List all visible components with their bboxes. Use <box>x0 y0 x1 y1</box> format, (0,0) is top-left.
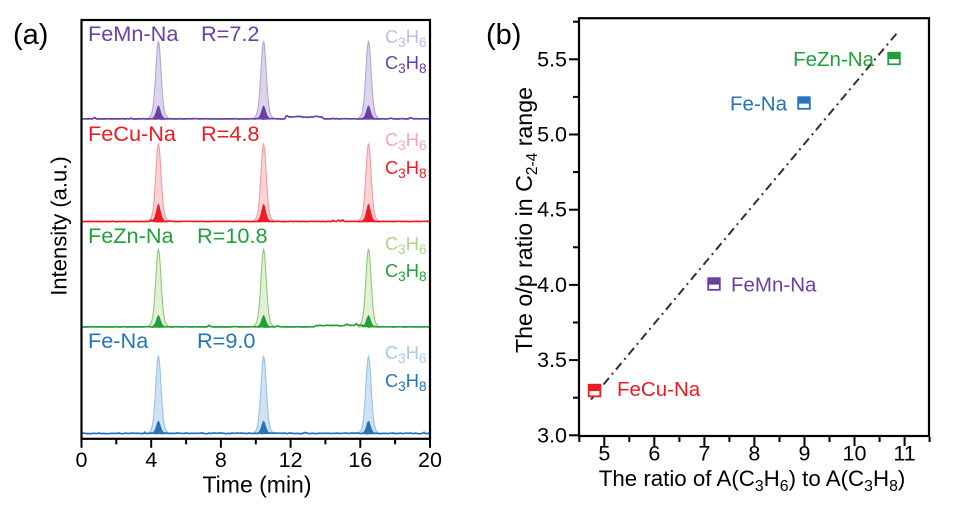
svg-text:0: 0 <box>76 448 88 472</box>
svg-text:5.0: 5.0 <box>537 123 567 147</box>
svg-text:20: 20 <box>418 448 442 472</box>
svg-text:16: 16 <box>348 448 372 472</box>
svg-text:C3H8: C3H8 <box>385 260 427 284</box>
svg-text:3.5: 3.5 <box>537 348 567 372</box>
svg-text:The ratio of A(C3H6) to A(C3H8: The ratio of A(C3H6) to A(C3H8) <box>599 466 906 495</box>
svg-text:11: 11 <box>893 442 915 466</box>
svg-text:R=10.8: R=10.8 <box>197 223 268 248</box>
svg-text:3.0: 3.0 <box>537 423 567 447</box>
svg-text:6: 6 <box>648 442 660 466</box>
svg-text:FeZn-Na: FeZn-Na <box>793 48 874 71</box>
svg-text:10: 10 <box>843 442 867 466</box>
svg-text:8: 8 <box>748 442 760 466</box>
svg-text:Intensity (a.u.): Intensity (a.u.) <box>47 156 72 295</box>
svg-text:4: 4 <box>145 448 157 472</box>
svg-text:FeCu-Na: FeCu-Na <box>88 121 177 146</box>
svg-text:FeCu-Na: FeCu-Na <box>617 378 701 401</box>
svg-text:The o/p ratio in C2-4 range: The o/p ratio in C2-4 range <box>511 87 541 353</box>
svg-text:5: 5 <box>598 442 610 466</box>
svg-text:R=4.8: R=4.8 <box>201 121 259 146</box>
svg-text:5.5: 5.5 <box>537 47 567 71</box>
svg-text:Fe-Na: Fe-Na <box>730 93 788 116</box>
svg-text:FeZn-Na: FeZn-Na <box>88 223 175 248</box>
svg-text:(a): (a) <box>13 19 48 51</box>
svg-text:12: 12 <box>279 448 303 472</box>
svg-text:9: 9 <box>799 442 811 466</box>
svg-text:7: 7 <box>698 442 710 466</box>
svg-text:Fe-Na: Fe-Na <box>88 328 149 353</box>
svg-text:FeMn-Na: FeMn-Na <box>731 274 817 297</box>
svg-text:Time (min): Time (min) <box>202 472 311 498</box>
svg-text:C3H6: C3H6 <box>385 129 427 153</box>
svg-text:R=9.0: R=9.0 <box>197 328 255 353</box>
svg-text:8: 8 <box>215 448 227 472</box>
svg-text:4.0: 4.0 <box>537 273 567 297</box>
svg-text:R=7.2: R=7.2 <box>201 21 259 46</box>
svg-text:(b): (b) <box>486 19 521 51</box>
svg-text:4.5: 4.5 <box>537 198 567 222</box>
svg-text:FeMn-Na: FeMn-Na <box>88 21 179 46</box>
